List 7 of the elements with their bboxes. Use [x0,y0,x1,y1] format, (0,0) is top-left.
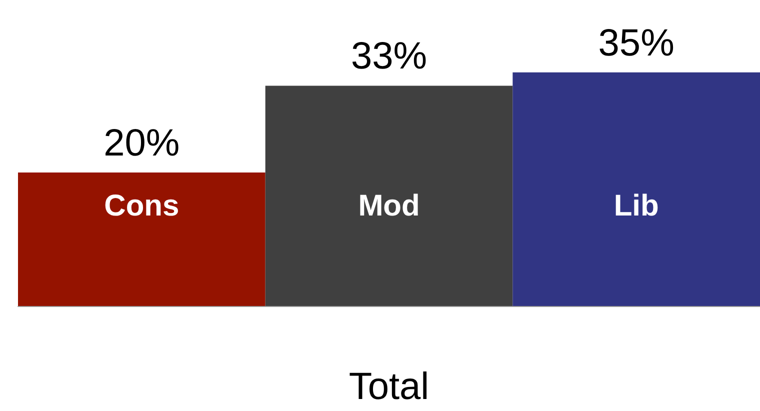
x-tick-label: Cons [104,190,180,222]
x-tick-label: Mod [358,190,420,222]
data-label: 20% [104,122,180,164]
x-axis-title: Total [348,366,430,408]
data-label: 35% [598,22,674,64]
x-tick-label: Lib [614,190,659,222]
data-label: 33% [350,36,428,78]
